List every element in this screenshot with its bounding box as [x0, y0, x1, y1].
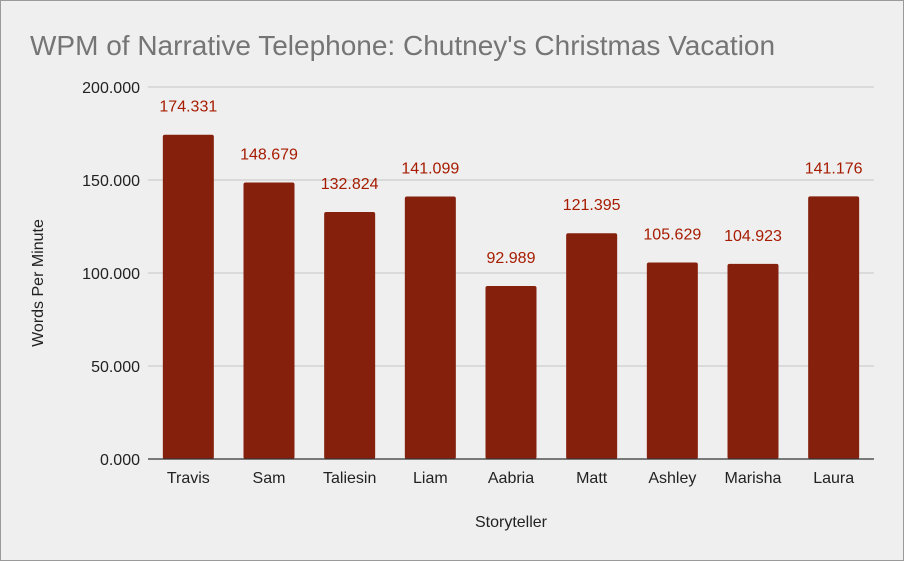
y-tick-label: 50.000	[91, 359, 140, 376]
bar-laura	[808, 196, 860, 459]
x-tick-label-liam: Liam	[413, 470, 448, 487]
bar-liam	[404, 196, 456, 460]
bar-sam	[243, 182, 295, 459]
y-tick-label: 0.000	[100, 452, 140, 469]
data-label-liam: 141.099	[401, 161, 459, 178]
data-label-aabria: 92.989	[487, 250, 536, 267]
x-axis-ticks: Travis Sam Taliesin Liam Aabria Matt Ashley Mar…	[167, 470, 854, 487]
x-tick-label-ashley: Ashley	[648, 470, 696, 487]
bar-matt	[566, 233, 618, 459]
x-tick-label-matt: Matt	[576, 470, 608, 487]
x-tick-label-travis: Travis	[167, 470, 210, 487]
data-label-matt: 121.395	[563, 197, 621, 214]
x-tick-label-taliesin: Taliesin	[323, 470, 376, 487]
bar-taliesin	[324, 211, 376, 459]
bars	[162, 134, 860, 460]
data-label-travis: 174.331	[159, 99, 217, 116]
bar-ashley	[646, 262, 698, 459]
data-labels: 174.331 148.679 132.824 141.099 92.989 121.39…	[159, 99, 862, 267]
data-label-laura: 141.176	[805, 160, 863, 177]
data-label-ashley: 105.629	[643, 227, 701, 244]
data-label-marisha: 104.923	[724, 228, 782, 245]
y-axis-title: Words Per Minute	[30, 219, 47, 347]
x-tick-label-aabria: Aabria	[488, 470, 534, 487]
y-tick-label: 200.000	[82, 80, 140, 97]
chart-title: WPM of Narrative Telephone: Chutney's Ch…	[30, 30, 775, 61]
y-tick-label: 100.000	[82, 266, 140, 283]
y-tick-label: 150.000	[82, 173, 140, 190]
y-axis-ticks: 0.000 50.000 100.000 150.000 200.000	[82, 80, 140, 469]
data-label-sam: 148.679	[240, 146, 298, 163]
x-tick-label-sam: Sam	[253, 470, 286, 487]
bar-aabria	[485, 286, 537, 459]
data-label-taliesin: 132.824	[321, 176, 379, 193]
bar-marisha	[727, 263, 779, 459]
x-axis-title: Storyteller	[475, 514, 548, 531]
x-tick-label-laura: Laura	[813, 470, 854, 487]
bar-travis	[162, 134, 214, 460]
x-tick-label-marisha: Marisha	[725, 470, 782, 487]
